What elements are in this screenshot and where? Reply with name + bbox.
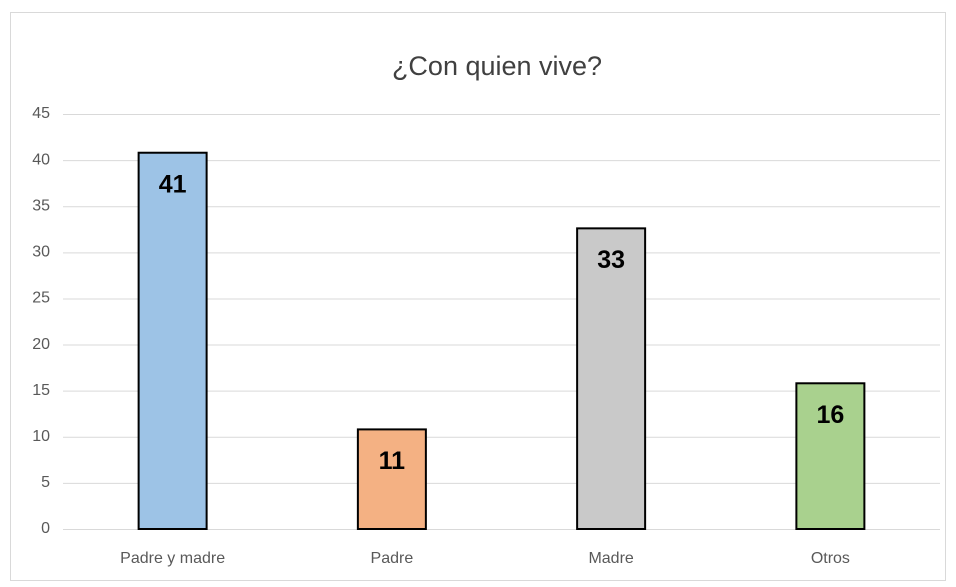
y-tick-label: 0 (41, 520, 50, 537)
y-tick-label: 10 (32, 428, 50, 445)
y-tick-label: 40 (32, 151, 50, 168)
data-label: 11 (379, 447, 406, 475)
y-tick-label: 25 (32, 290, 50, 307)
bar (356, 428, 427, 530)
x-tick-label: Madre (588, 550, 633, 567)
y-tick-label: 35 (32, 197, 50, 214)
y-tick-label: 30 (32, 244, 50, 261)
y-tick-label: 5 (41, 474, 50, 491)
data-label: 41 (159, 170, 187, 198)
bar (576, 227, 647, 530)
data-label: 33 (597, 246, 625, 274)
x-tick-label: Padre (371, 550, 414, 567)
x-tick-label: Otros (811, 550, 850, 567)
chart-title: ¿Con quien vive? (392, 51, 602, 81)
data-label: 16 (816, 401, 844, 429)
bar (137, 151, 208, 530)
x-tick-label: Padre y madre (120, 550, 225, 567)
bar (795, 382, 866, 530)
y-tick-label: 15 (32, 382, 50, 399)
y-tick-label: 45 (32, 105, 50, 122)
y-tick-label: 20 (32, 336, 50, 353)
